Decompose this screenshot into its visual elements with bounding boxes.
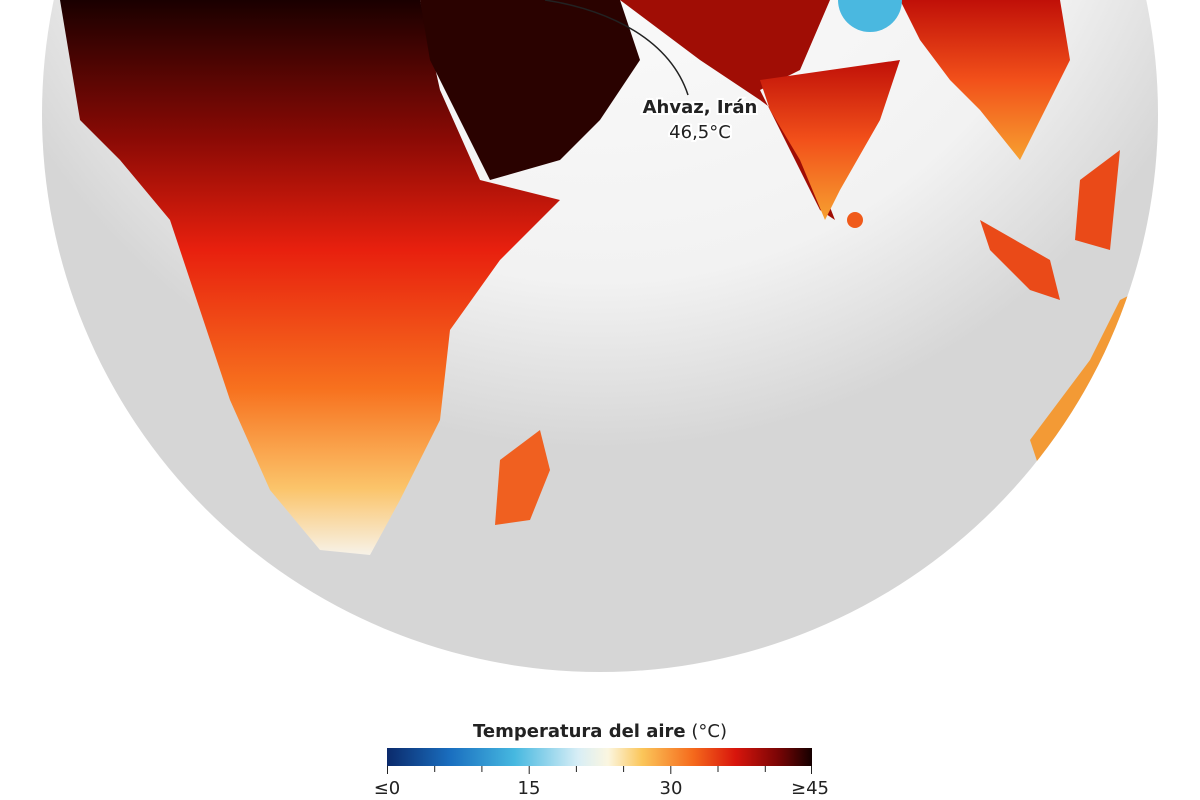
scale-label: 15 — [518, 778, 541, 799]
cold-region — [838, 0, 902, 32]
scale-label: ≥45 — [791, 778, 829, 799]
se-asia — [900, 0, 1070, 160]
iran — [620, 0, 835, 220]
scale-ticks — [387, 766, 812, 774]
place-label: Ahvaz, Irán — [643, 97, 758, 118]
africa — [60, 0, 560, 555]
legend-unit: (°C) — [691, 721, 727, 742]
scale-label: ≤0 — [374, 778, 401, 799]
arabia — [420, 0, 640, 180]
scale-label: 30 — [660, 778, 683, 799]
india — [760, 60, 900, 220]
madagascar — [495, 430, 550, 525]
legend-title: Temperatura del aire (°C) — [473, 721, 727, 742]
indonesia — [980, 150, 1120, 300]
sri-lanka — [847, 212, 863, 228]
leader-line — [544, 0, 689, 96]
legend-title-text: Temperatura del aire — [473, 721, 686, 742]
value-label: 46,5°C — [669, 122, 731, 143]
color-scale — [387, 748, 812, 766]
